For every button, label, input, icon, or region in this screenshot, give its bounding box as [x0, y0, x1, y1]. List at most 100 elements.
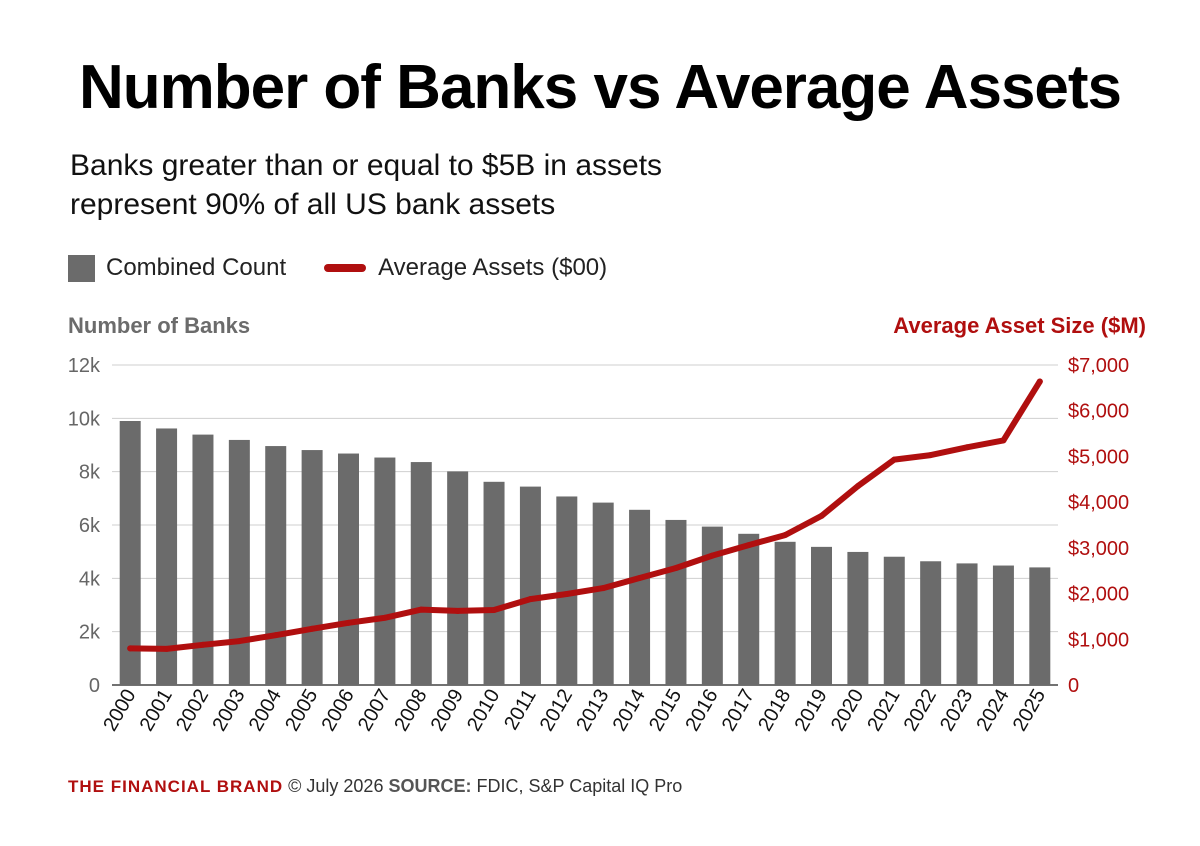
subtitle-line-2: represent 90% of all US bank assets: [70, 188, 556, 221]
bar: [992, 565, 1014, 685]
x-tick-label: 2016: [681, 686, 722, 736]
right-tick-label: $4,000: [1068, 492, 1129, 514]
line-point: [345, 619, 352, 626]
bar: [192, 434, 214, 685]
bar: [119, 421, 141, 685]
bar: [811, 546, 832, 685]
source-text: FDIC, S&P Capital IQ Pro: [476, 776, 683, 796]
line-point: [163, 645, 170, 652]
line-point: [1000, 437, 1007, 444]
x-tick-label: 2004: [245, 686, 286, 736]
legend-label-assets: Average Assets ($00): [378, 254, 608, 281]
line-point: [818, 512, 825, 519]
x-tick-label: 2002: [172, 686, 213, 736]
legend-item-assets: Average Assets ($00): [324, 254, 607, 282]
line-point: [563, 591, 570, 598]
right-tick-label: $3,000: [1068, 538, 1129, 560]
bar: [374, 457, 396, 685]
legend-label-count: Combined Count: [106, 254, 287, 281]
left-tick-label: 2k: [79, 622, 101, 644]
left-tick-label: 12k: [68, 355, 101, 377]
bar: [592, 502, 614, 685]
right-tick-label: $2,000: [1068, 584, 1129, 606]
line-point: [636, 575, 643, 582]
x-tick-label: 2025: [1009, 686, 1050, 736]
x-tick-label: 2010: [463, 686, 504, 736]
chart-title: Number of Banks vs Average Assets: [78, 53, 1122, 122]
bar: [519, 486, 541, 685]
footer: THE FINANCIAL BRAND © July 2026 SOURCE: …: [68, 776, 682, 797]
line-point: [709, 552, 716, 559]
line-point: [927, 452, 934, 459]
x-tick-label: 2006: [318, 686, 359, 736]
x-tick-label: 2023: [936, 686, 977, 736]
bar: [665, 519, 687, 685]
left-tick-label: 10k: [68, 408, 101, 430]
x-tick-label: 2013: [572, 686, 613, 736]
x-tick-label: 2014: [609, 686, 650, 736]
x-tick-label: 2000: [99, 686, 140, 736]
bar: [883, 556, 905, 685]
bar: [483, 481, 505, 685]
line-point: [964, 444, 971, 451]
line-point: [854, 483, 861, 490]
source-label: SOURCE:: [388, 776, 472, 796]
x-tick-label: 2021: [863, 686, 904, 736]
x-tick-label: 2017: [718, 686, 759, 736]
x-tick-label: 2022: [900, 686, 941, 736]
bar: [629, 509, 651, 685]
x-tick-label: 2018: [754, 686, 795, 736]
x-tick-label: 2007: [354, 686, 395, 736]
right-tick-label: $6,000: [1068, 401, 1129, 423]
left-tick-label: 4k: [79, 568, 101, 590]
x-tick-label: 2008: [390, 686, 431, 736]
bar: [556, 496, 578, 685]
left-tick-label: 8k: [79, 462, 101, 484]
copyright-text: © July 2026: [288, 776, 384, 796]
line-point: [527, 596, 534, 603]
left-tick-label: 0: [89, 675, 100, 697]
x-tick-label: 2011: [500, 686, 541, 734]
chart-legend: Combined Count Average Assets ($00): [68, 252, 645, 284]
x-tick-label: 2009: [427, 686, 468, 736]
bar: [265, 446, 287, 685]
right-tick-label: $5,000: [1068, 446, 1129, 468]
line-point: [672, 564, 679, 571]
x-tick-label: 2003: [208, 686, 249, 736]
bar: [410, 462, 432, 685]
chart-subtitle: Banks greater than or equal to $5B in as…: [70, 146, 790, 224]
bar: [301, 450, 323, 685]
line-point: [745, 542, 752, 549]
line-point: [1036, 378, 1043, 385]
right-axis-title: Average Asset Size ($M): [893, 313, 1146, 338]
line-point: [272, 632, 279, 639]
right-tick-label: 0: [1068, 675, 1079, 697]
brand-logo-text: THE FINANCIAL BRAND: [68, 777, 284, 796]
bar: [847, 551, 869, 685]
line-point: [491, 607, 498, 614]
line-point: [891, 456, 898, 463]
bar: [1029, 567, 1051, 685]
bar: [774, 541, 796, 685]
subtitle-line-1: Banks greater than or equal to $5B in as…: [70, 149, 663, 182]
bar: [447, 471, 469, 685]
x-tick-label: 2020: [827, 686, 868, 736]
legend-swatch-bar: [68, 254, 95, 282]
left-tick-label: 6k: [79, 515, 101, 537]
line-point: [600, 585, 607, 592]
bar: [228, 439, 250, 685]
line-point: [454, 607, 461, 614]
legend-swatch-line: [324, 264, 367, 272]
line-point: [782, 532, 789, 539]
average-assets-line: [127, 378, 1043, 652]
bar: [738, 533, 760, 685]
line-point: [127, 645, 134, 652]
bar: [920, 561, 942, 685]
x-tick-label: 2019: [791, 686, 832, 736]
x-tick-label: 2024: [972, 686, 1013, 736]
x-tick-label: 2015: [645, 686, 686, 736]
line-point: [381, 614, 388, 621]
right-tick-label: $1,000: [1068, 629, 1129, 651]
line-point: [418, 606, 425, 613]
